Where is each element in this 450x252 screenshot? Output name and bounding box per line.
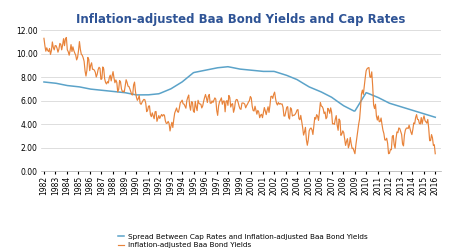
Title: Inflation-adjusted Baa Bond Yields and Cap Rates: Inflation-adjusted Baa Bond Yields and C… bbox=[76, 13, 405, 26]
Inflation-adjusted Baa Bond Yields bbox=[432, 152, 438, 155]
Spread Between Cap Rates and Inflation-adjusted Baa Bond Yields bbox=[364, 91, 370, 94]
Inflation-adjusted Baa Bond Yields bbox=[217, 100, 222, 103]
Spread Between Cap Rates and Inflation-adjusted Baa Bond Yields bbox=[432, 116, 438, 119]
Spread Between Cap Rates and Inflation-adjusted Baa Bond Yields bbox=[417, 111, 422, 114]
Spread Between Cap Rates and Inflation-adjusted Baa Bond Yields bbox=[225, 65, 231, 68]
Line: Spread Between Cap Rates and Inflation-adjusted Baa Bond Yields: Spread Between Cap Rates and Inflation-a… bbox=[44, 67, 435, 117]
Inflation-adjusted Baa Bond Yields bbox=[365, 67, 371, 70]
Legend: Spread Between Cap Rates and Inflation-adjusted Baa Bond Yields, Inflation-adjus: Spread Between Cap Rates and Inflation-a… bbox=[118, 234, 368, 248]
Inflation-adjusted Baa Bond Yields bbox=[63, 36, 69, 39]
Inflation-adjusted Baa Bond Yields bbox=[235, 101, 241, 104]
Inflation-adjusted Baa Bond Yields bbox=[418, 122, 423, 125]
Inflation-adjusted Baa Bond Yields bbox=[54, 47, 60, 50]
Inflation-adjusted Baa Bond Yields bbox=[352, 152, 358, 155]
Spread Between Cap Rates and Inflation-adjusted Baa Bond Yields bbox=[235, 67, 241, 70]
Inflation-adjusted Baa Bond Yields bbox=[173, 109, 178, 112]
Spread Between Cap Rates and Inflation-adjusted Baa Bond Yields bbox=[172, 85, 177, 88]
Spread Between Cap Rates and Inflation-adjusted Baa Bond Yields bbox=[216, 66, 221, 69]
Spread Between Cap Rates and Inflation-adjusted Baa Bond Yields bbox=[54, 82, 60, 85]
Inflation-adjusted Baa Bond Yields bbox=[41, 37, 47, 40]
Spread Between Cap Rates and Inflation-adjusted Baa Bond Yields bbox=[41, 80, 47, 83]
Line: Inflation-adjusted Baa Bond Yields: Inflation-adjusted Baa Bond Yields bbox=[44, 38, 435, 154]
